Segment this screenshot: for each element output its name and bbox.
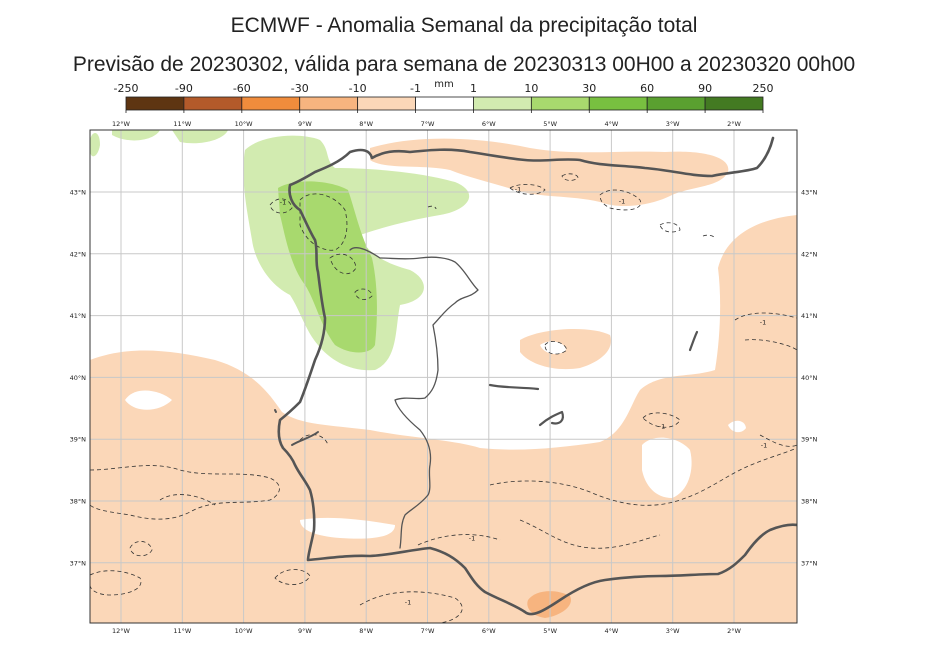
longitude-label: 2°W <box>727 627 741 635</box>
longitude-label: 9°W <box>298 627 312 635</box>
legend-tick-label: -250 <box>114 82 139 95</box>
map-subtitle: Previsão de 20230302, válida para semana… <box>72 53 856 76</box>
latitude-label: 43°N <box>801 189 818 197</box>
longitude-label: 7°W <box>421 627 435 635</box>
legend-bar <box>125 96 764 111</box>
latitude-label: 37°N <box>801 559 818 567</box>
latitude-label: 39°N <box>70 436 87 444</box>
longitude-label: 8°W <box>359 627 373 635</box>
color-legend: mm -250 -90 -60 -30 -10 -1 1 10 30 60 90 250 <box>114 79 774 113</box>
longitude-label: 5°W <box>543 627 557 635</box>
neutral-areas <box>125 341 746 539</box>
latitude-label: 38°N <box>801 498 818 506</box>
legend-swatch <box>704 96 764 111</box>
longitude-label: 2°W <box>727 120 741 128</box>
latitude-label: 41°N <box>801 312 818 320</box>
contour-label: -1 <box>619 198 625 206</box>
legend-unit: mm <box>434 79 453 90</box>
longitude-label: 4°W <box>604 627 618 635</box>
longitude-label: 11°W <box>173 120 192 128</box>
longitude-label: 8°W <box>359 120 373 128</box>
contour-label: -1 <box>469 535 475 543</box>
latitude-label: 37°N <box>70 559 87 567</box>
longitude-label: 10°W <box>235 627 254 635</box>
contour-label: -1 <box>405 599 411 607</box>
contour-label: -1 <box>515 186 521 194</box>
legend-tick-label: -1 <box>410 82 421 95</box>
legend-tick-label: -10 <box>349 82 367 95</box>
minus-one-contours <box>90 173 797 623</box>
map-title: ECMWF - Anomalia Semanal da precipitação… <box>230 14 698 37</box>
longitude-labels-bottom: 12°W 11°W 10°W 9°W 8°W 7°W 6°W 5°W 4°W 3°W 2°W <box>112 627 741 635</box>
coastlines-and-borders <box>274 136 797 616</box>
longitude-label: 12°W <box>112 120 131 128</box>
latitude-labels-right: 43°N 42°N 41°N 40°N 39°N 38°N 37°N <box>801 189 818 568</box>
contour-labels: -1 -1 -1 -1 -1 -1 -1 -1 <box>280 186 767 607</box>
contour-label: -1 <box>280 199 286 207</box>
contour-label: -1 <box>761 442 767 450</box>
longitude-label: 10°W <box>235 120 254 128</box>
longitude-label: 6°W <box>482 120 496 128</box>
legend-tick-label: -90 <box>175 82 193 95</box>
legend-tick-label: 30 <box>582 82 596 95</box>
legend-tick-label: 10 <box>524 82 538 95</box>
latitude-label: 39°N <box>801 436 818 444</box>
latitude-label: 43°N <box>70 189 87 197</box>
longitude-labels-top: 12°W 11°W 10°W 9°W 8°W 7°W 6°W 5°W 4°W 3°W 2°W <box>112 120 741 128</box>
latitude-label: 41°N <box>70 312 87 320</box>
longitude-label: 4°W <box>604 120 618 128</box>
latitude-label: 42°N <box>70 250 87 258</box>
longitude-label: 9°W <box>298 120 312 128</box>
legend-tick-label: -30 <box>291 82 309 95</box>
wet-anomaly-areas <box>90 130 470 371</box>
latitude-label: 40°N <box>70 374 87 382</box>
map-frame <box>89 129 798 624</box>
longitude-label: 7°W <box>421 120 435 128</box>
longitude-label: 5°W <box>543 120 557 128</box>
legend-tick-label: 1 <box>470 82 477 95</box>
longitude-label: 6°W <box>482 627 496 635</box>
longitude-label: 11°W <box>173 627 192 635</box>
latitude-label: 42°N <box>801 250 818 258</box>
legend-tick-label: 250 <box>753 82 774 95</box>
longitude-label: 3°W <box>666 627 680 635</box>
latitude-label: 40°N <box>801 374 818 382</box>
contour-label: -1 <box>760 319 766 327</box>
longitude-label: 3°W <box>666 120 680 128</box>
legend-tick-label: 90 <box>698 82 712 95</box>
latitude-labels-left: 43°N 42°N 41°N 40°N 39°N 38°N 37°N <box>70 189 87 568</box>
legend-tick-label: 60 <box>640 82 654 95</box>
legend-tick-label: -60 <box>233 82 251 95</box>
contour-label: -1 <box>659 423 665 431</box>
longitude-label: 12°W <box>112 627 131 635</box>
legend-ticks: -250 -90 -60 -30 -10 -1 1 10 30 60 90 250 <box>114 82 774 113</box>
latitude-label: 38°N <box>70 498 87 506</box>
